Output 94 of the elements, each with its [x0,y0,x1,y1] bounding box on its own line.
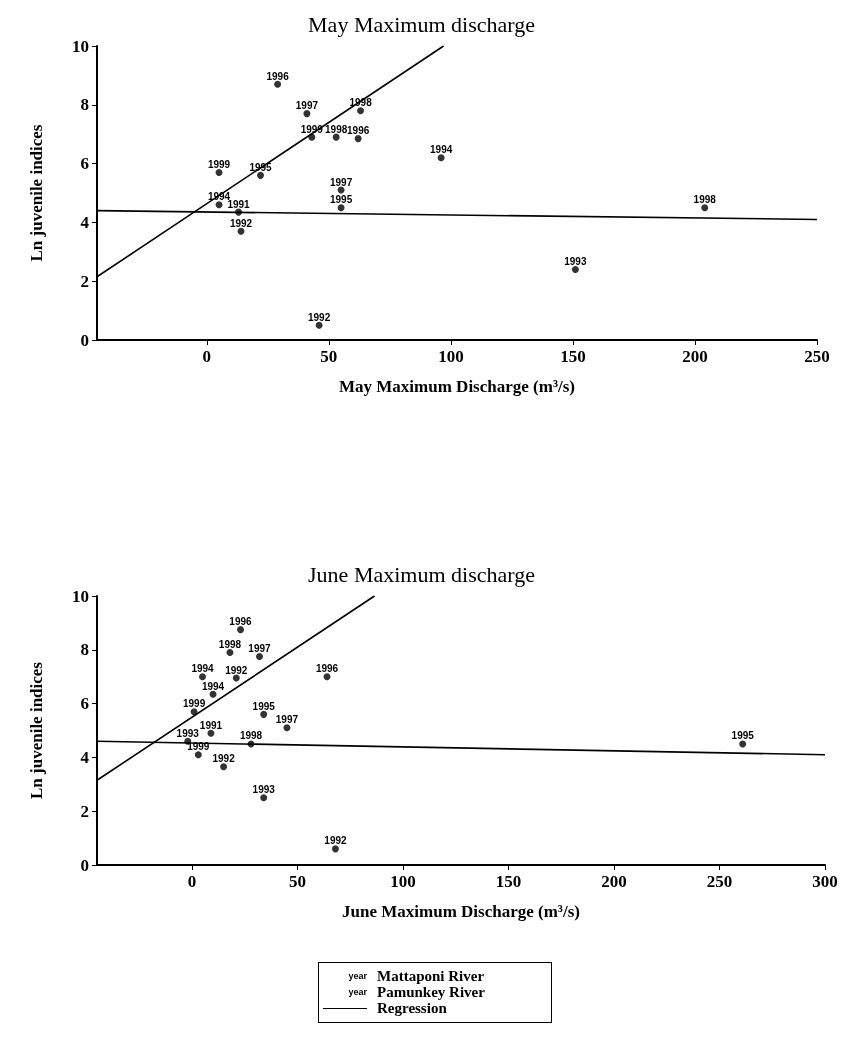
point [257,171,265,179]
annotation: 1996 [315,663,339,675]
x-tick-label: 100 [438,347,464,366]
x-tick-label: 0 [202,347,212,366]
point [260,710,268,718]
y-axis-title: Ln juvenile indices [27,124,46,262]
x-tick-label: 250 [804,347,830,366]
x-tick-label: 200 [682,347,708,366]
y-tick-label: 4 [80,747,90,767]
annotation: 1997 [295,100,319,112]
x-tick-label: 100 [390,872,416,891]
annotation: 1991 [199,719,223,731]
y-tick-label: 10 [72,36,89,56]
point [283,724,291,732]
text: year [347,970,368,983]
annotation: 1996 [266,70,290,82]
chart-title: May Maximum discharge [308,11,535,37]
y-tick-label: 8 [80,640,89,660]
text: Regression [377,1000,447,1016]
y-tick-label: 6 [80,154,89,174]
point [303,110,311,118]
x-tick-label: 200 [601,872,627,891]
annotation: 1993 [564,255,587,267]
x-tick-label: 50 [320,347,338,366]
y-tick-label: 2 [80,801,89,821]
x-tick-label: 250 [706,872,733,891]
annotation: 1998 [218,638,242,650]
point [315,321,323,329]
annotation: 1998 [239,730,263,742]
point [237,227,245,235]
y-tick-label: 6 [80,694,89,714]
annotation: 1992 [229,217,253,229]
x-tick-label: 50 [288,872,306,891]
point [571,265,579,273]
text: year [347,986,368,999]
annotation: 1996 [347,125,370,137]
annotation: 1993 [176,727,200,739]
y-tick-label: 0 [80,855,89,875]
x-tick-label: 150 [495,872,522,891]
y-tick-label: 10 [72,586,89,606]
y-tick-label: 0 [80,330,89,350]
annotation: 1997 [329,176,353,188]
x-tick-label: 300 [812,872,838,891]
point [190,708,198,716]
annotation: 1999 [207,158,231,170]
point [331,845,339,853]
annotation: 1997 [275,714,299,726]
x-axis-title: May Maximum Discharge (m³/s) [339,377,575,396]
point [199,673,207,681]
point [215,168,223,176]
annotation: 1996 [229,616,253,628]
text: Mattaponi River [377,968,485,984]
annotation: 1998 [693,194,717,206]
point [255,653,263,661]
chart-title: June Maximum discharge [308,561,535,587]
point [194,751,202,759]
annotation: 1995 [731,730,755,742]
annotation: 1992 [307,311,331,323]
point [237,626,244,634]
point [207,729,215,737]
y-tick-label: 4 [80,212,90,232]
point [220,763,228,771]
point [226,648,234,656]
annotation: 1994 [201,680,225,692]
point [274,80,282,88]
point [701,204,709,212]
point [354,135,362,143]
annotation: 1997 [248,643,272,655]
annotation: 1994 [430,144,453,156]
point [337,204,345,212]
annotation: 1992 [212,753,236,765]
annotation: 1994 [191,663,215,675]
annotation: 1992 [225,664,248,676]
y-tick-label: 8 [80,95,89,115]
annotation: 1993 [252,784,276,796]
y-tick-label: 2 [80,271,89,291]
point [260,794,268,802]
x-tick-label: 0 [187,872,197,891]
point [215,201,223,209]
annotation: 1999 [182,698,206,710]
point [739,740,747,748]
x-tick-label: 150 [560,347,586,366]
x-axis-title: June Maximum Discharge (m³/s) [342,902,580,921]
point [437,154,445,162]
point [323,673,331,681]
point [357,107,365,115]
point [209,690,217,698]
y-axis-title: Ln juvenile indices [27,661,46,799]
annotation: 1992 [324,835,348,847]
annotation: 1995 [329,194,353,206]
annotation: 1995 [252,700,276,712]
point [232,674,240,682]
text: Pamunkey River [377,984,485,1000]
annotation: 1998 [325,123,348,135]
